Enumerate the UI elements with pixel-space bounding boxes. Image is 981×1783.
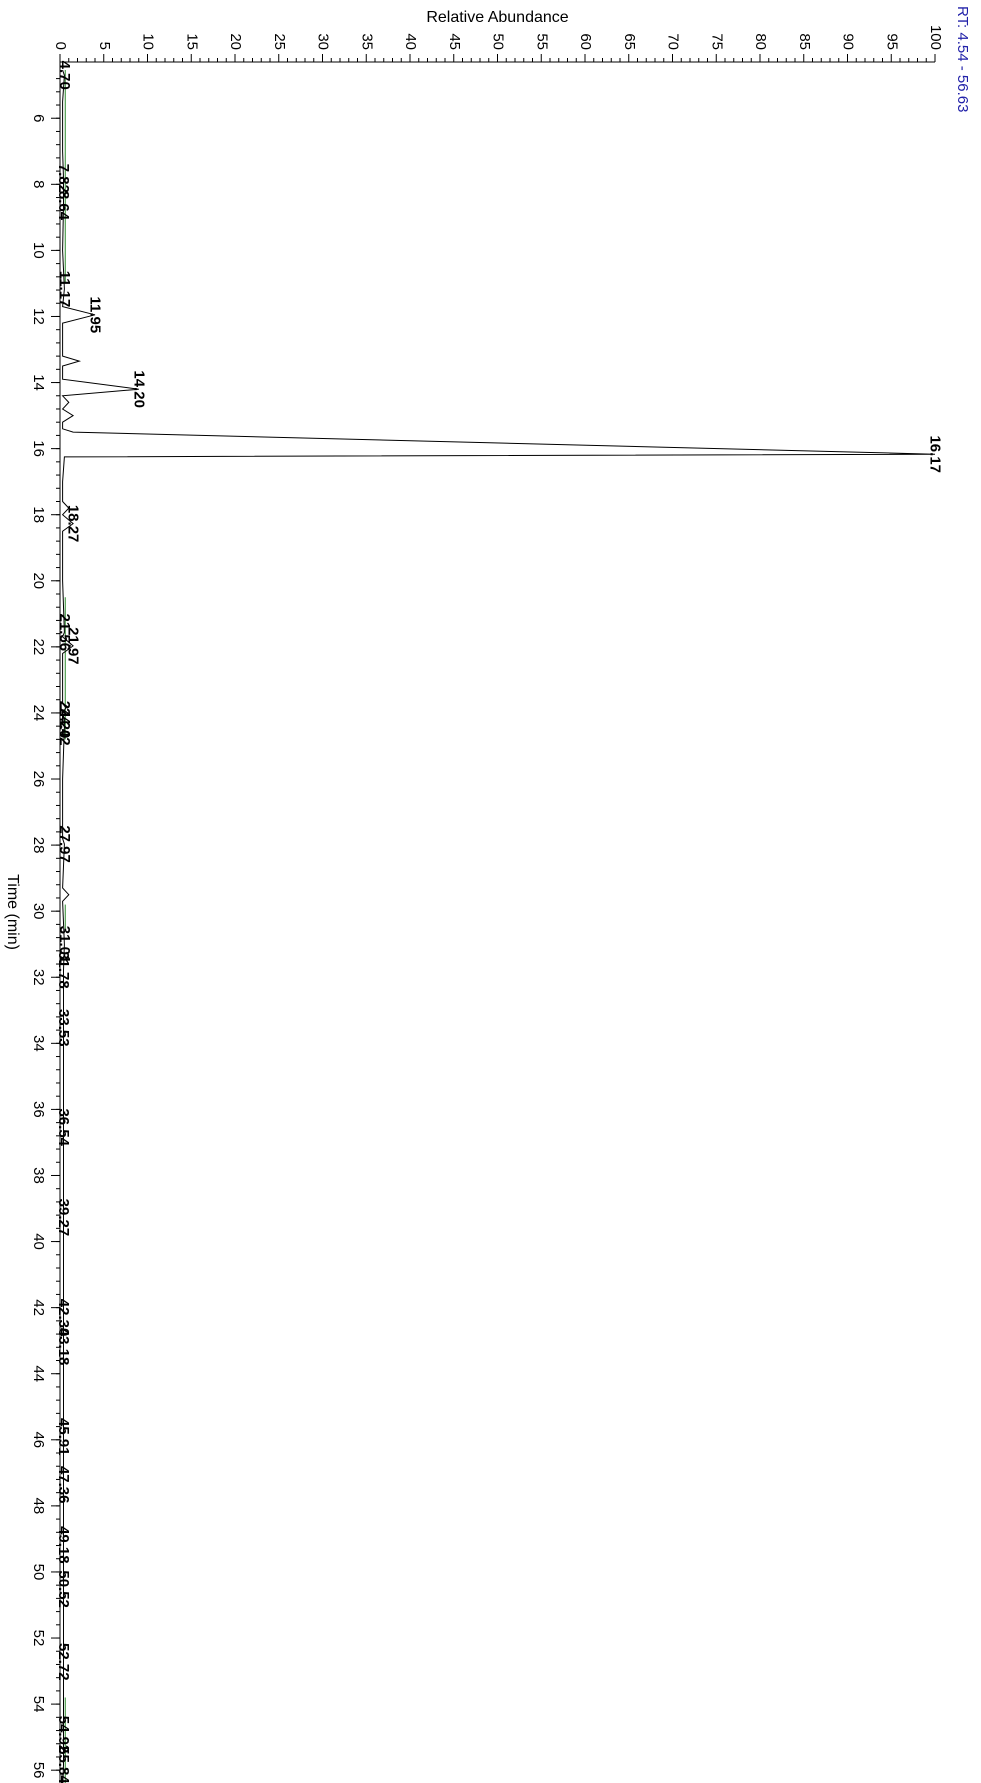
- abundance-tick-label: 80: [752, 33, 769, 50]
- abundance-tick-label: 30: [315, 33, 332, 50]
- abundance-tick-label: 75: [708, 33, 725, 50]
- abundance-axis-title: Relative Abundance: [426, 9, 568, 26]
- peak-label: 50.52: [55, 1570, 72, 1608]
- time-tick-label: 8: [30, 180, 47, 188]
- peak-label: 16.17: [927, 435, 944, 473]
- time-tick-label: 28: [30, 837, 47, 854]
- abundance-tick-label: 65: [621, 33, 638, 50]
- abundance-tick-label: 50: [490, 33, 507, 50]
- peak-label: 14.20: [130, 370, 147, 408]
- peak-label: 7.82: [55, 164, 72, 193]
- peak-label: 33.53: [55, 1009, 72, 1047]
- time-tick-label: 40: [30, 1233, 47, 1250]
- chromatogram-trace: [61, 69, 936, 1783]
- peak-label: 21.56: [56, 614, 73, 652]
- abundance-tick-label: 95: [883, 33, 900, 50]
- time-tick-label: 16: [30, 440, 47, 457]
- abundance-tick-label: 5: [96, 42, 113, 50]
- abundance-tick-label: 100: [927, 25, 944, 50]
- time-tick-label: 24: [30, 705, 47, 722]
- time-tick-label: 44: [30, 1365, 47, 1382]
- time-tick-label: 6: [30, 114, 47, 122]
- time-tick-label: 42: [30, 1299, 47, 1316]
- peak-label: 47.36: [55, 1466, 72, 1504]
- peak-label: 54.92: [55, 1716, 72, 1754]
- abundance-tick-label: 20: [227, 33, 244, 50]
- time-tick-label: 30: [30, 903, 47, 920]
- time-tick-label: 20: [30, 572, 47, 589]
- time-tick-label: 50: [30, 1564, 47, 1581]
- peak-label: 45.91: [55, 1418, 72, 1456]
- chart-marks: [61, 69, 936, 1783]
- peak-label: 36.54: [55, 1108, 72, 1146]
- peak-label: 8.64: [55, 191, 72, 221]
- abundance-tick-label: 70: [665, 33, 682, 50]
- time-tick-label: 36: [30, 1101, 47, 1118]
- time-tick-label: 54: [30, 1696, 47, 1713]
- peak-label: 31.78: [55, 951, 72, 989]
- peak-label: 11.95: [87, 296, 104, 333]
- abundance-tick-label: 0: [52, 42, 69, 50]
- peak-label: 11.17: [56, 271, 73, 308]
- time-tick-label: 52: [30, 1630, 47, 1647]
- abundance-tick-label: 40: [402, 33, 419, 50]
- peak-label: 42.30: [55, 1299, 72, 1337]
- abundance-tick-label: 90: [840, 33, 857, 50]
- peak-label: 18.27: [65, 505, 82, 543]
- abundance-tick-label: 60: [577, 33, 594, 50]
- time-tick-label: 12: [30, 308, 47, 325]
- peak-label: 43.18: [55, 1328, 72, 1366]
- peak-label: 49.18: [55, 1526, 72, 1564]
- peak-label: 24.20: [56, 701, 73, 739]
- peak-label: 24.42: [56, 708, 73, 746]
- time-tick-label: 22: [30, 639, 47, 656]
- time-tick-label: 32: [30, 969, 47, 986]
- time-tick-label: 14: [30, 374, 47, 391]
- time-tick-label: 34: [30, 1035, 47, 1052]
- abundance-tick-label: 45: [446, 33, 463, 50]
- peak-label: 39.27: [55, 1199, 72, 1237]
- time-tick-label: 38: [30, 1167, 47, 1184]
- peak-label: 27.97: [56, 825, 73, 863]
- time-tick-label: 48: [30, 1498, 47, 1515]
- abundance-tick-label: 10: [140, 33, 157, 50]
- abundance-tick-label: 85: [796, 33, 813, 50]
- peak-label: 21.97: [65, 627, 82, 665]
- chart-axes: 0 5 10 15 20 25 30 35 40 45 50 55 60 65 70 75 80 85 90 95 10…: [4, 6, 971, 1783]
- time-tick-label: 26: [30, 771, 47, 788]
- peak-label: 52.72: [55, 1643, 72, 1681]
- abundance-tick-label: 55: [533, 33, 550, 50]
- time-tick-label: 18: [30, 506, 47, 523]
- time-tick-label: 56: [30, 1762, 47, 1779]
- rt-range-label: RT: 4.54 - 56.63: [954, 6, 971, 112]
- abundance-tick-label: 25: [271, 33, 288, 50]
- time-axis-title: Time (min): [4, 874, 21, 950]
- peak-label: 55.84: [55, 1746, 72, 1783]
- peak-label: 31.01: [56, 926, 73, 964]
- abundance-tick-label: 15: [183, 33, 200, 50]
- abundance-tick-label: 35: [358, 33, 375, 50]
- peak-label: 4.70: [56, 61, 73, 90]
- time-tick-label: 10: [30, 242, 47, 259]
- time-tick-label: 46: [30, 1431, 47, 1448]
- chart-labels: 4.70 7.828.64 11.17 11.95 14.20 16.17 18.27 21.…: [55, 61, 944, 1783]
